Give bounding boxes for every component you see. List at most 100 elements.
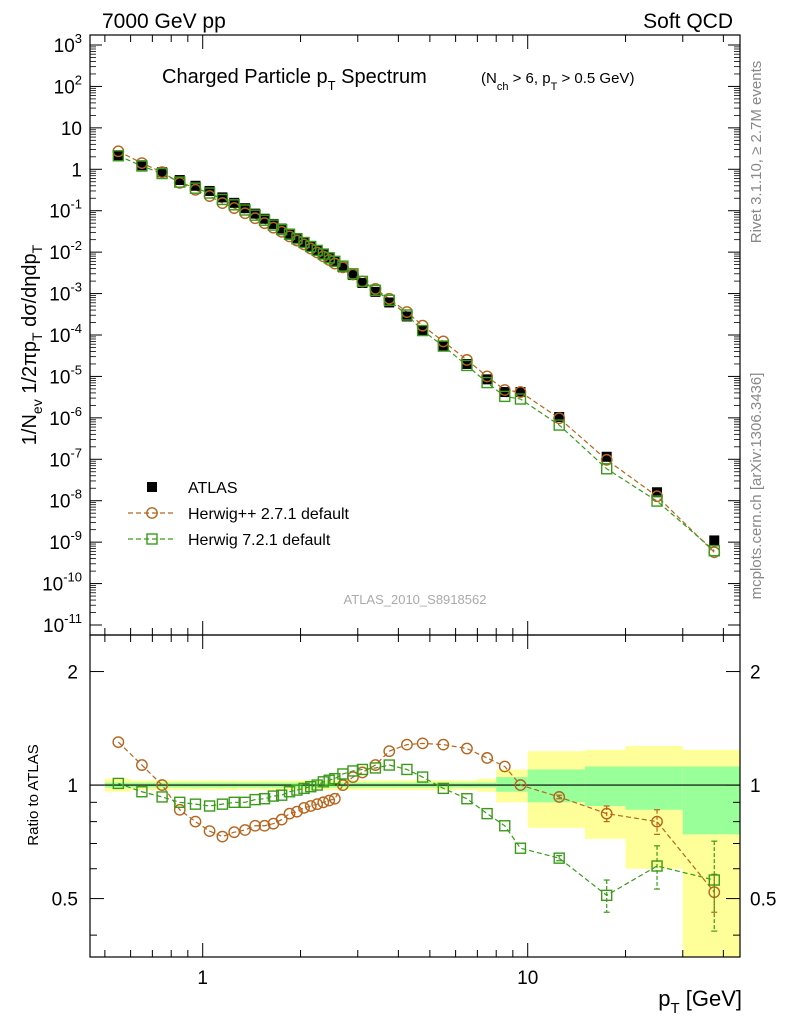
atlas-point <box>370 286 381 297</box>
atlas-point <box>276 223 287 234</box>
svg-text:Ratio to ATLAS: Ratio to ATLAS <box>25 744 42 845</box>
main-ytick-label: 10-4 <box>49 321 82 347</box>
atlas-point <box>291 232 302 243</box>
ratio-herwig7-point <box>275 789 288 801</box>
ratio-herwigpp-point <box>249 819 262 832</box>
ratio-herwig7-point <box>283 786 296 798</box>
ratio-herwig7-point <box>291 784 303 796</box>
atlas-point <box>482 374 493 385</box>
legend-item: ATLAS <box>147 480 238 497</box>
ratio-panel: 0.5 0.5 1 1 2 2 1 10 <box>52 634 776 989</box>
herwig7-point <box>228 199 240 211</box>
main-title: Charged Particle pT Spectrum (Nch > 6, p… <box>162 66 634 93</box>
atlas-point <box>284 228 295 239</box>
ratio-data-marks <box>112 736 721 932</box>
ratio-herwig7-point <box>708 874 720 886</box>
ratio-herwig7-point <box>401 763 413 776</box>
ratio-herwig7-point <box>305 781 317 793</box>
ratio-herwig7-point <box>311 779 323 791</box>
atlas-point <box>337 262 348 273</box>
ratio-herwigpp-point <box>311 798 324 811</box>
ratio-herwig7-point <box>228 796 240 809</box>
herwig7-point <box>369 284 382 296</box>
ratio-ytick-label: 0.5 <box>52 890 78 911</box>
ratio-herwigpp-point <box>401 738 413 751</box>
ratio-herwigpp-point <box>323 794 336 807</box>
legend-label: Herwig++ 2.7.1 default <box>188 506 350 523</box>
ratio-herwig7-point <box>156 791 168 803</box>
herwig7-point <box>499 390 511 403</box>
atlas-point <box>299 237 310 248</box>
ratio-herwigpp-point <box>416 737 429 750</box>
atlas-point <box>515 387 526 398</box>
atlas-point <box>190 180 201 191</box>
ratio-herwig7-point <box>600 889 613 902</box>
ratio-herwig7-point <box>369 762 382 774</box>
herwigpp-point <box>481 370 494 383</box>
band-green <box>584 766 626 807</box>
herwig7-point <box>112 150 125 162</box>
ratio-herwig7-point <box>356 763 369 776</box>
ratio-herwigpp-point <box>283 807 296 820</box>
atlas-point <box>438 340 449 351</box>
ratio-frame <box>89 634 741 958</box>
herwig7-point <box>481 376 493 389</box>
ratio-herwigpp-point <box>383 745 396 758</box>
legend-label: Herwig 7.2.1 default <box>188 532 331 549</box>
ratio-herwigpp-point <box>514 779 527 791</box>
ratio-ytick-label-right: 2 <box>750 663 761 684</box>
ratio-herwig7-point <box>514 842 527 854</box>
legend-marker-herwigpp <box>146 507 158 519</box>
x-axis-label: pT [GeV] <box>658 986 742 1017</box>
atlas-point <box>157 167 168 178</box>
main-ytick-label: 10-2 <box>49 238 82 264</box>
atlas-point <box>318 249 329 260</box>
main-ytick-label: 10-9 <box>49 528 82 554</box>
svg-text:mcplots.cern.ch [arXiv:1306.34: mcplots.cern.ch [arXiv:1306.3436] <box>748 373 765 600</box>
atlas-point <box>601 451 612 462</box>
legend-marker-herwig7 <box>146 533 158 545</box>
ratio-herwigpp-point <box>216 830 229 843</box>
herwig7-point <box>305 240 317 253</box>
ratio-herwigpp-point <box>189 815 202 828</box>
ratio-herwig7-point <box>481 807 493 820</box>
ratio-herwig7-point <box>553 852 565 864</box>
ratio-xtick-label: 10 <box>517 968 538 989</box>
ratio-herwig7-point <box>136 786 148 798</box>
ratio-herwigpp-point <box>481 752 494 764</box>
ratio-herwig7-point <box>416 771 429 783</box>
main-ylabel: 1/Nev 1/2πpT dσ/dηdpT <box>19 244 45 445</box>
ratio-herwig7-point <box>298 782 310 795</box>
ratio-herwigpp-point <box>651 815 663 828</box>
herwig7-point <box>174 176 186 188</box>
atlas-point <box>709 535 720 546</box>
ratio-herwigpp-point <box>239 824 251 836</box>
ratio-axis-ticks: 0.5 0.5 1 1 2 2 1 10 <box>52 635 776 989</box>
band-green <box>527 769 585 803</box>
herwig7-point <box>708 545 720 557</box>
atlas-point <box>259 213 270 224</box>
ratio-series-line <box>117 741 715 893</box>
herwig7-point <box>383 294 395 306</box>
herwig7-point <box>317 248 330 260</box>
atlas-point <box>268 218 279 229</box>
main-ytick-label: 10-1 <box>49 197 82 223</box>
ratio-herwig7-point <box>499 820 511 832</box>
atlas-point <box>305 241 316 252</box>
title-text: Charged Particle pT Spectrum <box>162 66 427 93</box>
ratio-herwig7-point <box>174 796 186 809</box>
herwig7-point <box>356 275 369 288</box>
band-green <box>625 766 683 810</box>
ratio-herwig7-point <box>216 798 229 810</box>
herwigpp-point <box>553 412 566 425</box>
title-note: (Nch > 6, pT > 0.5 GeV) <box>481 70 634 93</box>
atlas-point <box>312 245 323 256</box>
header-right: Soft QCD <box>643 10 733 33</box>
ratio-herwigpp-point <box>228 826 241 839</box>
main-data-marks <box>112 145 721 559</box>
header-left: 7000 GeV pp <box>102 10 226 33</box>
ratio-herwigpp-point <box>304 800 317 812</box>
herwigpp-point <box>498 384 511 396</box>
ratio-herwigpp-point <box>112 736 125 748</box>
herwigpp-point <box>514 386 527 398</box>
